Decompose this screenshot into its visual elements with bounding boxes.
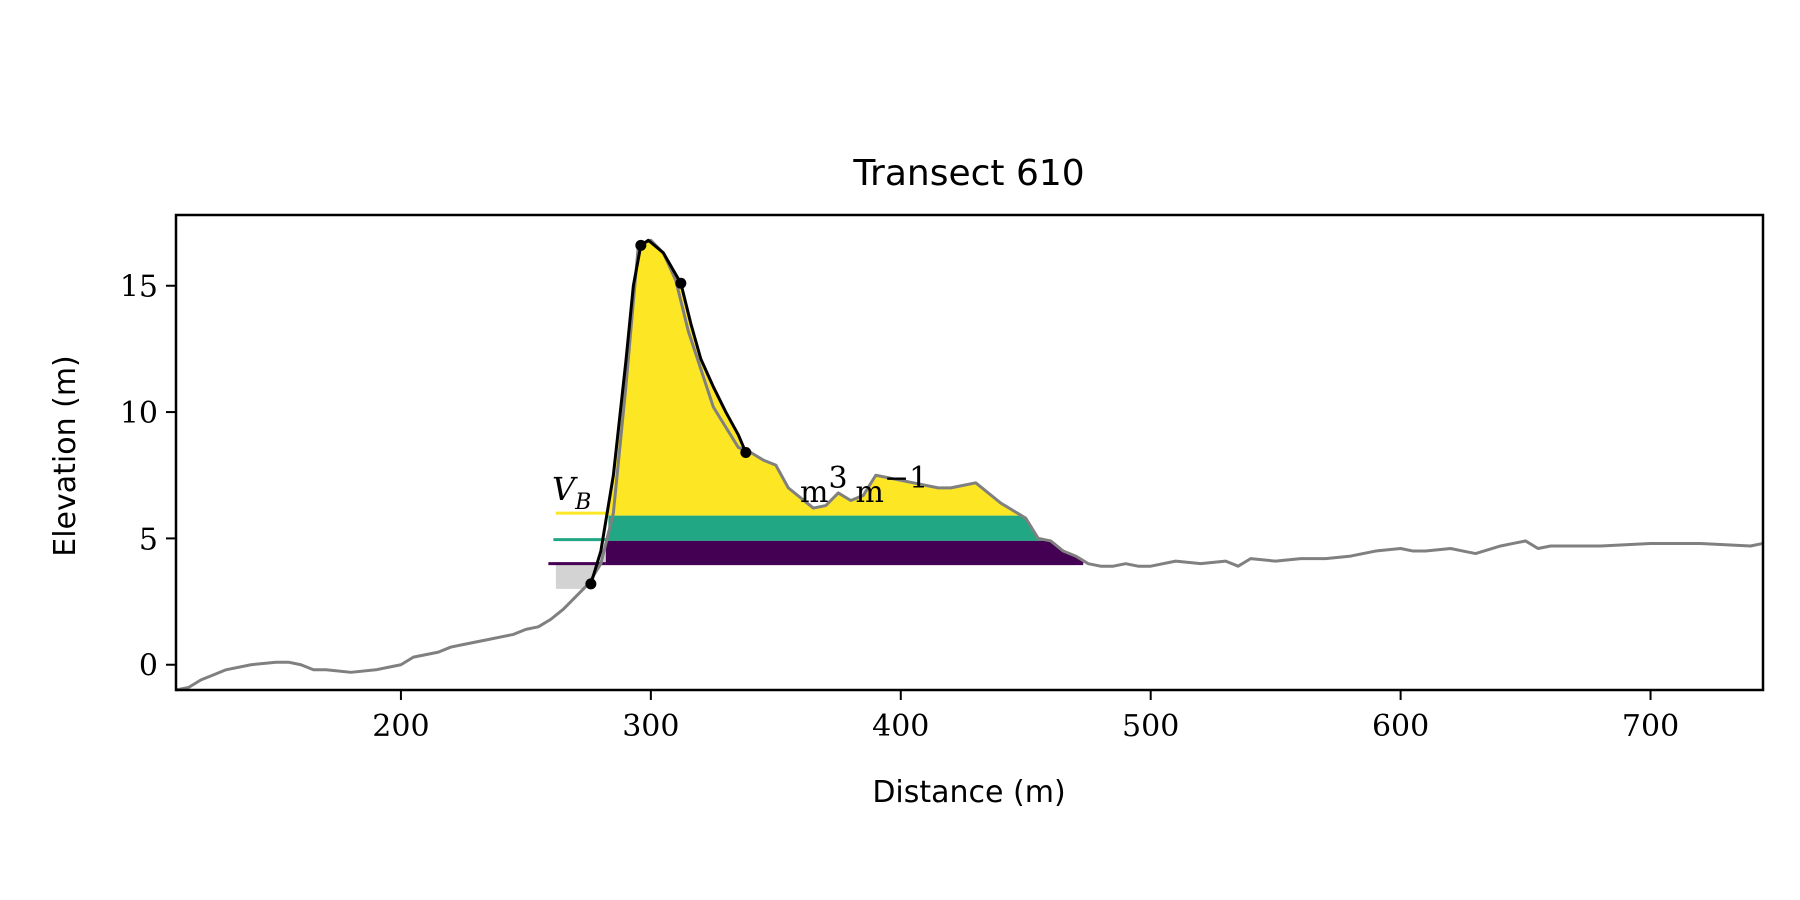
plot-area bbox=[175, 238, 1764, 692]
y-axis: 0 5 10 15 bbox=[120, 270, 176, 684]
annotation-unit: m3 m−1 bbox=[800, 461, 928, 510]
x-tick-label: 700 bbox=[1622, 709, 1679, 744]
x-tick-label: 600 bbox=[1372, 709, 1429, 744]
y-tick-label: 15 bbox=[120, 270, 158, 305]
x-tick-label: 200 bbox=[372, 709, 429, 744]
volume-band-1 bbox=[608, 240, 1019, 516]
x-axis-label: Distance (m) bbox=[872, 775, 1065, 810]
y-tick-label: 10 bbox=[120, 396, 158, 431]
y-tick-label: 5 bbox=[139, 522, 158, 557]
dune-line bbox=[589, 238, 748, 585]
volume-band-2 bbox=[608, 515, 1044, 541]
plot-frame bbox=[174, 213, 1765, 692]
annotation-symbol: VB bbox=[552, 470, 591, 515]
chart-title: Transect 610 bbox=[852, 153, 1084, 194]
dune-marker bbox=[740, 447, 752, 458]
y-axis-label: Elevation (m) bbox=[48, 355, 83, 557]
volume-band-3 bbox=[605, 540, 1084, 564]
dune-marker bbox=[675, 277, 687, 289]
volume-annotation: VB m3 m−1 bbox=[552, 461, 928, 515]
dune-marker bbox=[585, 578, 597, 590]
y-tick-label: 0 bbox=[139, 649, 158, 684]
x-tick-label: 300 bbox=[622, 709, 679, 744]
toe-shading bbox=[555, 533, 609, 589]
profile-line bbox=[175, 238, 1764, 692]
x-axis: 200 300 400 500 600 700 bbox=[372, 690, 1679, 744]
dune-marker bbox=[635, 239, 647, 251]
x-tick-label: 500 bbox=[1122, 709, 1179, 744]
x-tick-label: 400 bbox=[872, 709, 929, 744]
